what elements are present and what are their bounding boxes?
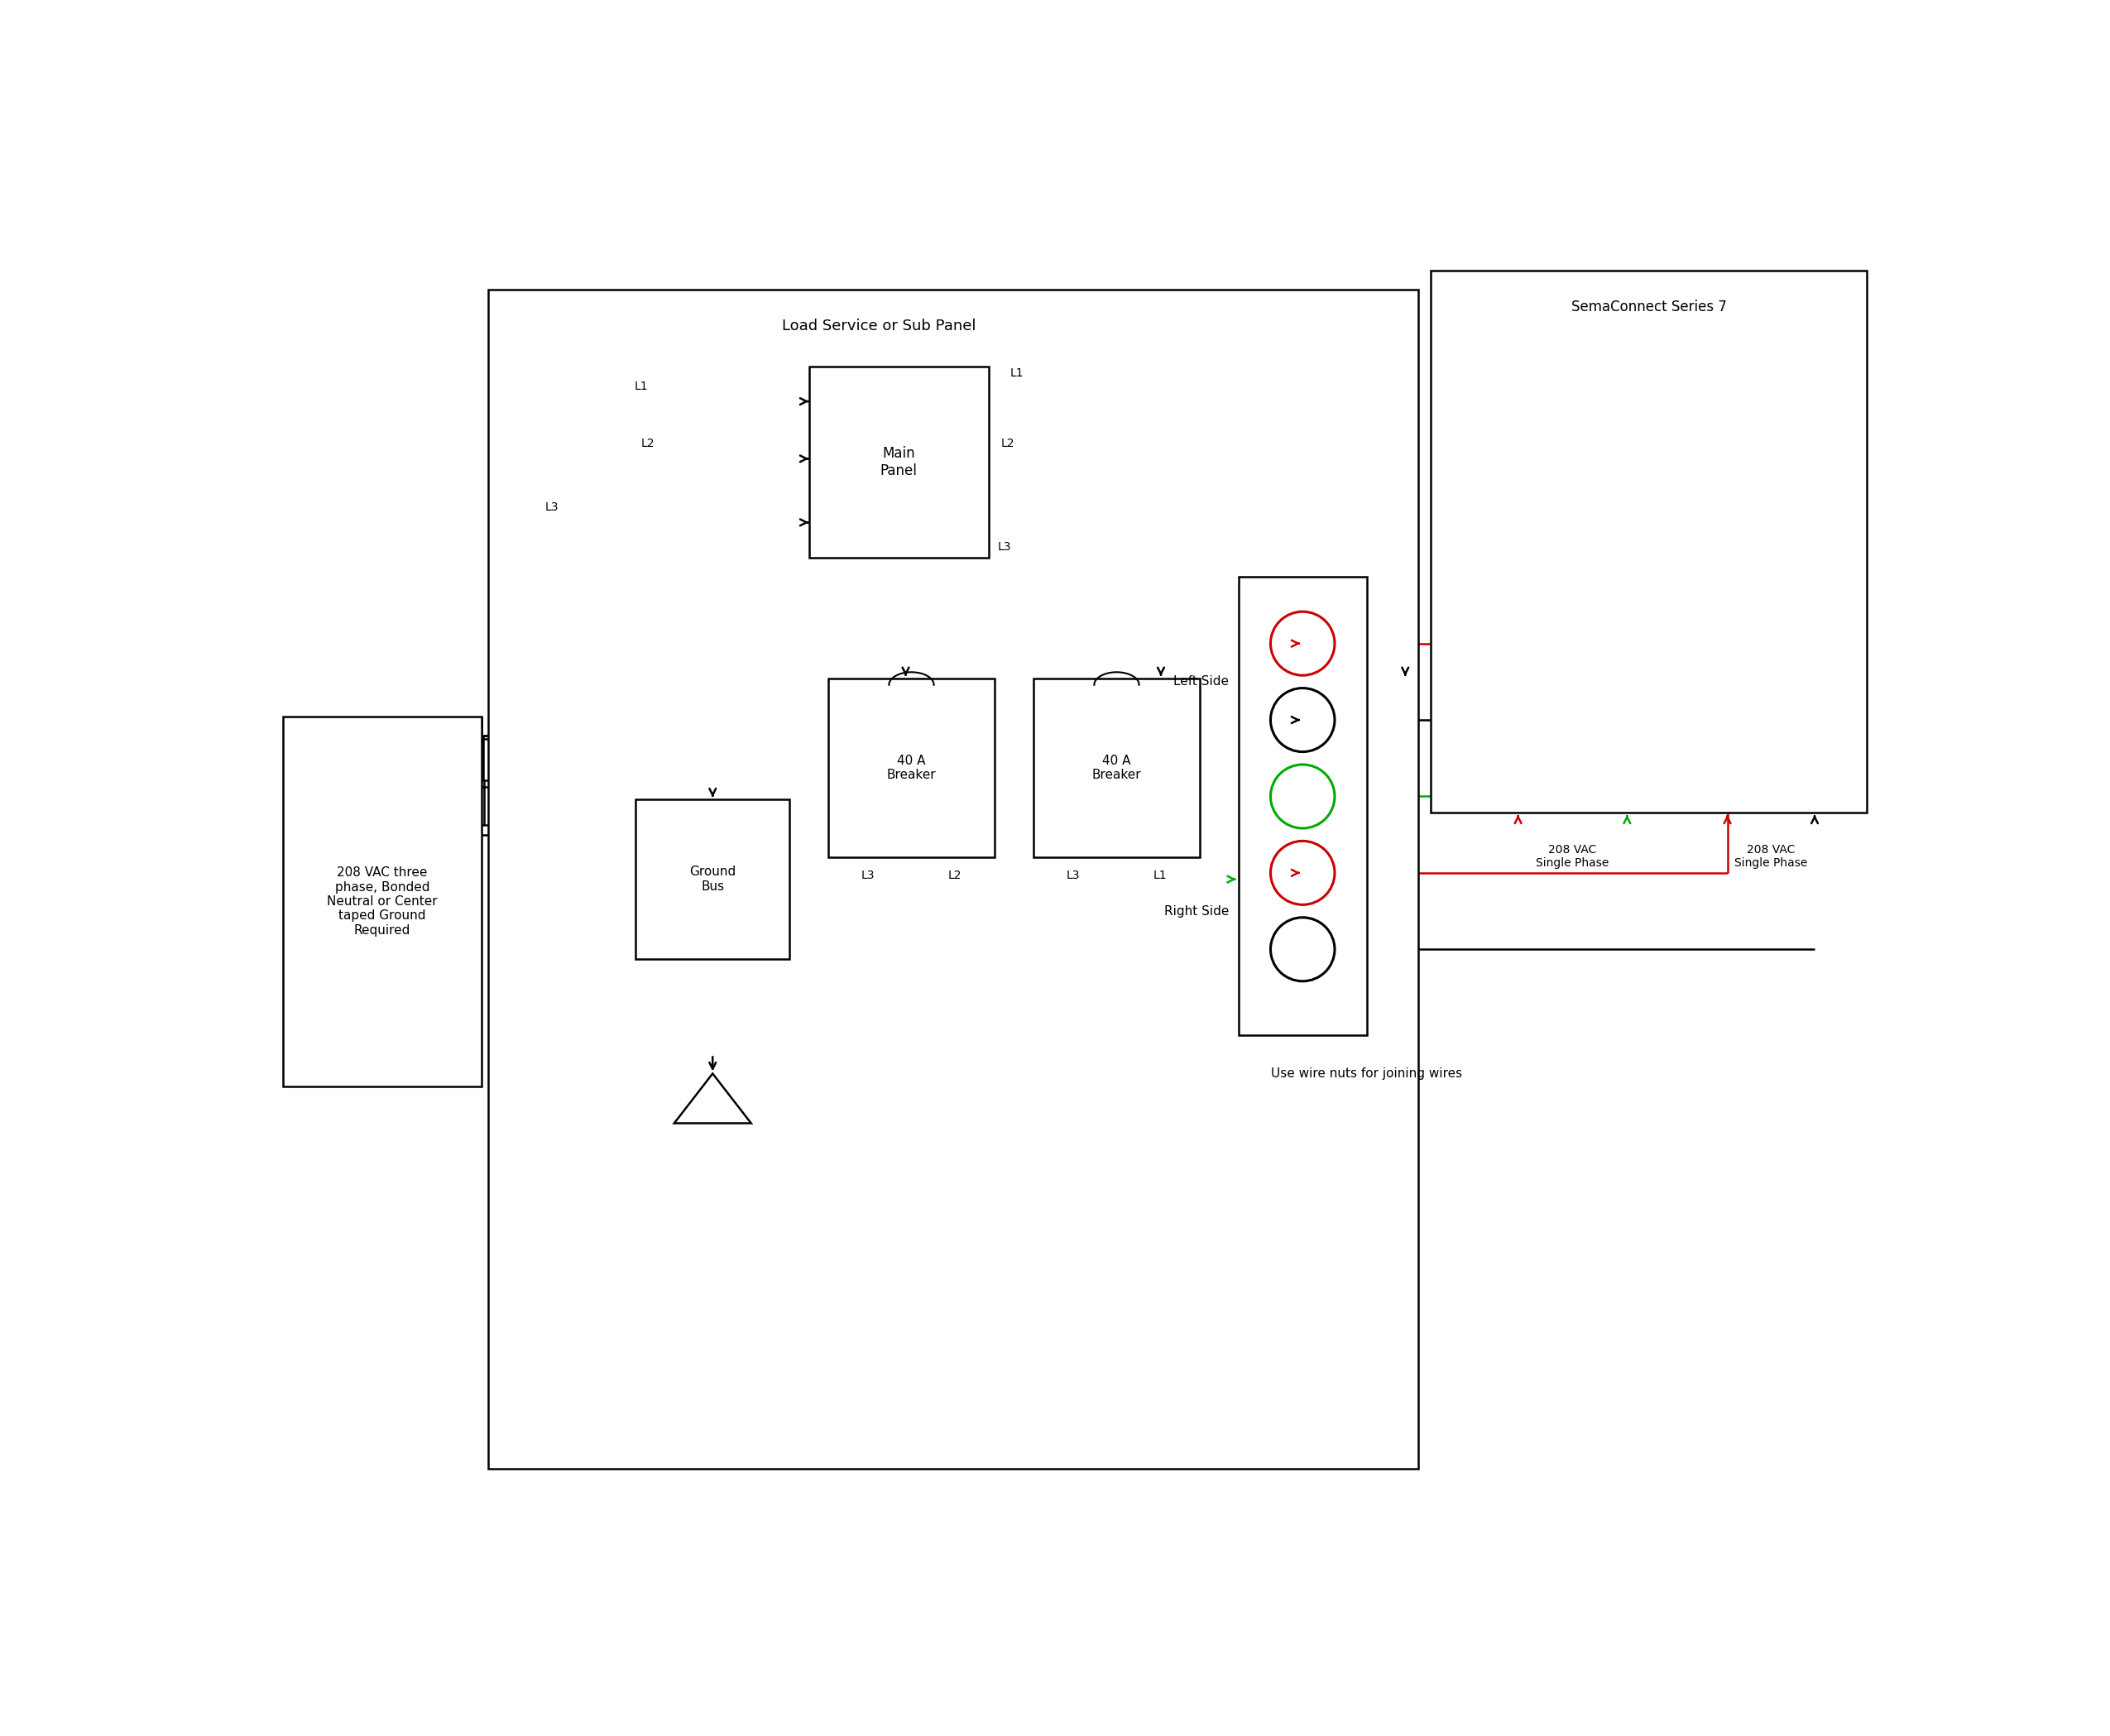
Text: 208 VAC three
phase, Bonded
Neutral or Center
taped Ground
Required: 208 VAC three phase, Bonded Neutral or C… <box>327 866 437 936</box>
Circle shape <box>1270 764 1336 828</box>
Text: Use wire nuts for joining wires: Use wire nuts for joining wires <box>1270 1068 1462 1080</box>
Text: Ground
Bus: Ground Bus <box>690 866 736 892</box>
Text: L1: L1 <box>635 380 648 392</box>
Bar <box>1034 679 1201 858</box>
Text: L3: L3 <box>544 502 559 512</box>
Text: L1: L1 <box>1011 368 1023 378</box>
Bar <box>635 800 789 958</box>
Text: Right Side: Right Side <box>1165 904 1228 917</box>
Circle shape <box>1270 687 1336 752</box>
Text: 40 A
Breaker: 40 A Breaker <box>886 755 937 781</box>
Text: SemaConnect Series 7: SemaConnect Series 7 <box>1572 299 1726 314</box>
Text: 208 VAC
Single Phase: 208 VAC Single Phase <box>1536 844 1610 870</box>
Circle shape <box>1270 840 1336 904</box>
Text: Load Service or Sub Panel: Load Service or Sub Panel <box>781 318 975 333</box>
Bar <box>283 717 481 1087</box>
Bar <box>1239 576 1367 1035</box>
Circle shape <box>1270 611 1336 675</box>
Text: L3: L3 <box>998 542 1011 554</box>
Text: L3: L3 <box>1066 870 1080 882</box>
Text: L1: L1 <box>1154 870 1167 882</box>
Text: L2: L2 <box>947 870 962 882</box>
Bar <box>1431 271 1867 812</box>
Bar <box>808 366 987 557</box>
Text: L3: L3 <box>861 870 876 882</box>
Bar <box>487 290 1418 1469</box>
Text: L2: L2 <box>1000 437 1015 450</box>
Text: Main
Panel: Main Panel <box>880 446 918 477</box>
Text: 208 VAC
Single Phase: 208 VAC Single Phase <box>1734 844 1808 870</box>
Bar <box>827 679 994 858</box>
Text: 40 A
Breaker: 40 A Breaker <box>1093 755 1142 781</box>
Text: L2: L2 <box>641 437 654 450</box>
Circle shape <box>1270 917 1336 981</box>
Text: Left Side: Left Side <box>1173 675 1228 687</box>
